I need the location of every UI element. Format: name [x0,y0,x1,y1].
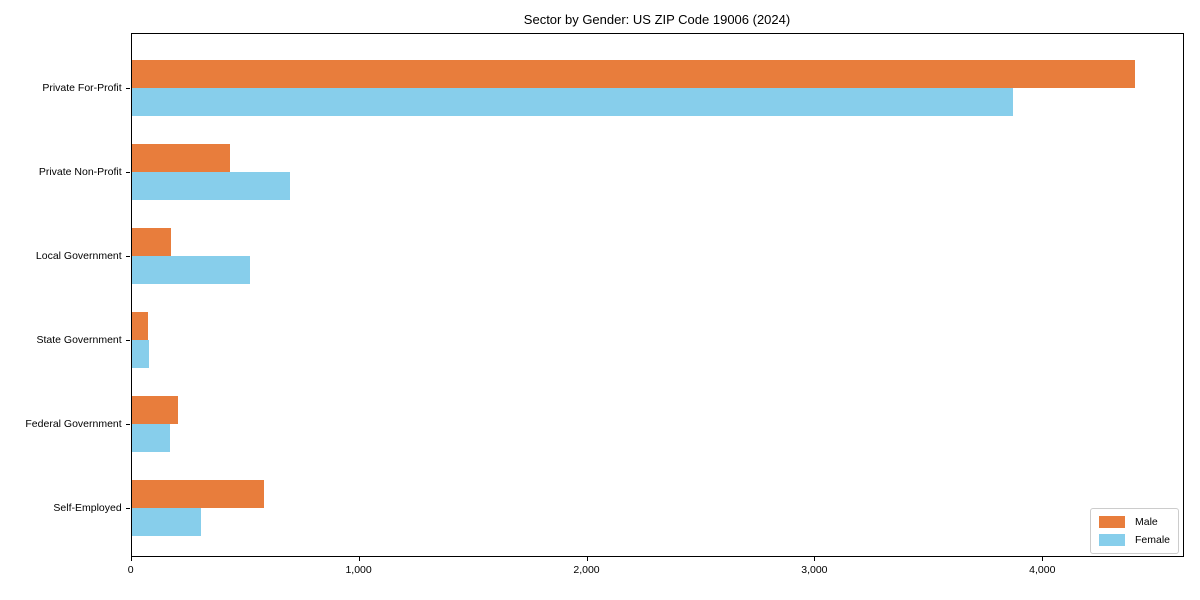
bar-female [131,424,171,452]
bar-male [131,228,171,256]
legend-swatch-female [1099,534,1125,546]
x-tick-mark [586,557,588,561]
bar-male [131,60,1136,88]
x-tick-label: 3,000 [801,564,828,576]
y-tick-label: Self-Employed [53,502,122,514]
legend-entry-male: Male [1099,516,1170,528]
bar-female [131,340,150,368]
y-tick-mark [125,424,130,425]
y-tick-label: Local Government [35,250,122,262]
y-tick-label: Private Non-Profit [38,166,122,178]
x-tick-mark [1042,557,1044,561]
x-tick-mark [358,557,360,561]
bar-female [131,508,201,536]
y-tick-mark [125,88,130,89]
legend-entry-female: Female [1099,534,1170,546]
y-tick-mark [125,172,130,173]
legend-label: Female [1135,534,1171,546]
y-tick-label: State Government [36,334,122,346]
x-tick-mark [130,557,132,561]
bar-male [131,144,230,172]
bar-male [131,480,265,508]
x-tick-label: 1,000 [345,564,372,576]
y-tick-mark [125,508,130,509]
x-tick-label: 2,000 [573,564,600,576]
bar-female [131,256,250,284]
plot-area [130,33,1185,557]
y-tick-label: Private For-Profit [42,82,122,94]
legend: Male Female [1090,508,1179,554]
bar-female [131,88,1013,116]
chart-title: Sector by Gender: US ZIP Code 19006 (202… [523,12,791,27]
x-tick-label: 4,000 [1029,564,1056,576]
legend-label: Male [1135,516,1158,528]
bar-female [131,172,291,200]
legend-swatch-male [1099,516,1125,528]
x-tick-mark [814,557,816,561]
bar-male [131,312,148,340]
y-tick-label: Federal Government [25,418,122,430]
bar-male [131,396,178,424]
y-tick-mark [125,256,130,257]
x-tick-label: 0 [127,564,134,576]
y-tick-mark [125,340,130,341]
